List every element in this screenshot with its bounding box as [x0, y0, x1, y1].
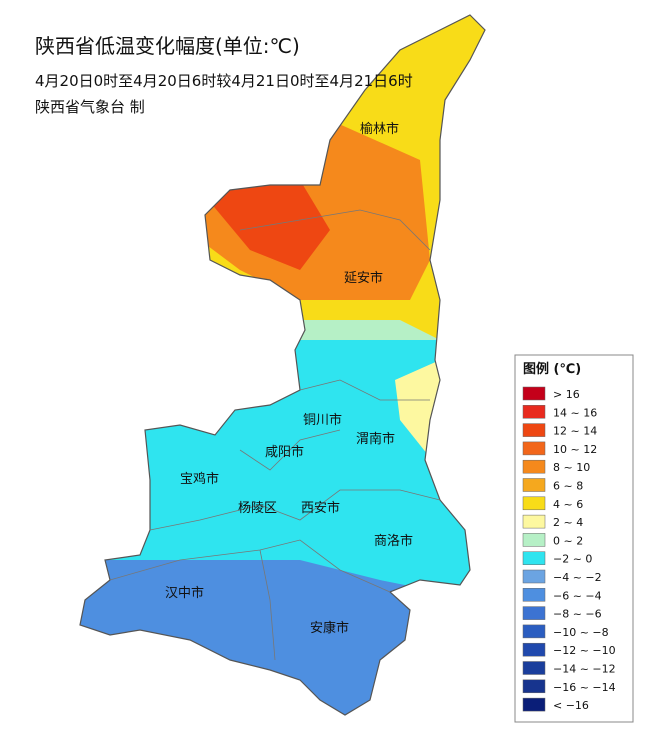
legend-swatch	[522, 423, 546, 437]
legend-title: 图例 (℃)	[523, 361, 581, 377]
city-label: 榆林市	[360, 121, 399, 137]
province-outline	[79, 14, 486, 716]
legend-swatch	[522, 624, 546, 639]
legend-swatch	[522, 459, 546, 474]
legend-label: > 16	[553, 388, 580, 401]
city-label: 铜川市	[303, 412, 342, 428]
legend-swatch	[522, 679, 546, 694]
legend-swatch	[522, 569, 546, 584]
legend-swatch	[522, 661, 546, 675]
legend-label: 4 ~ 6	[553, 498, 583, 511]
legend-label: −10 ~ −8	[553, 626, 609, 639]
legend-swatch	[522, 642, 546, 657]
title: 陕西省低温变化幅度(单位:℃)	[35, 34, 300, 58]
legend-label: 14 ~ 16	[553, 406, 597, 419]
legend-label: −6 ~ −4	[553, 589, 602, 602]
legend-label: −2 ~ 0	[553, 553, 592, 566]
city-label: 渭南市	[356, 431, 395, 447]
legend-label: −12 ~ −10	[553, 644, 616, 657]
legend-label: −14 ~ −12	[553, 663, 616, 676]
legend-label: −4 ~ −2	[553, 571, 602, 584]
city-label: 咸阳市	[265, 444, 304, 460]
city-label: 杨陵区	[238, 501, 277, 516]
source: 陕西省气象台 制	[35, 98, 145, 116]
legend-label: 8 ~ 10	[553, 461, 590, 474]
subtitle: 4月20日0时至4月20日6时较4月21日0时至4月21日6时	[35, 72, 413, 90]
city-label: 商洛市	[374, 533, 413, 549]
legend-swatch	[522, 441, 546, 456]
city-label: 汉中市	[165, 585, 204, 601]
legend-swatch	[522, 588, 546, 602]
legend-swatch	[522, 514, 546, 529]
city-boundaries	[109, 209, 441, 661]
city-label: 安康市	[310, 620, 349, 636]
legend-label: −8 ~ −6	[553, 608, 602, 621]
city-label: 宝鸡市	[180, 471, 219, 487]
legend-label: 0 ~ 2	[553, 534, 583, 547]
legend-swatch	[522, 386, 546, 401]
legend-swatch	[522, 496, 546, 511]
legend-swatch	[522, 533, 546, 547]
legend-swatch	[522, 697, 546, 712]
legend-swatch	[522, 551, 546, 565]
legend-swatch	[522, 405, 546, 419]
legend-label: −16 ~ −14	[553, 681, 616, 694]
legend-swatch	[522, 478, 546, 492]
city-label: 西安市	[301, 500, 340, 516]
legend-label: 12 ~ 14	[553, 425, 597, 438]
legend-label: 6 ~ 8	[553, 480, 583, 493]
legend-label: < −16	[553, 699, 589, 712]
legend-label: 2 ~ 4	[553, 516, 583, 529]
legend-swatch	[522, 606, 546, 620]
legend-label: 10 ~ 12	[553, 443, 597, 456]
city-label: 延安市	[344, 270, 383, 286]
